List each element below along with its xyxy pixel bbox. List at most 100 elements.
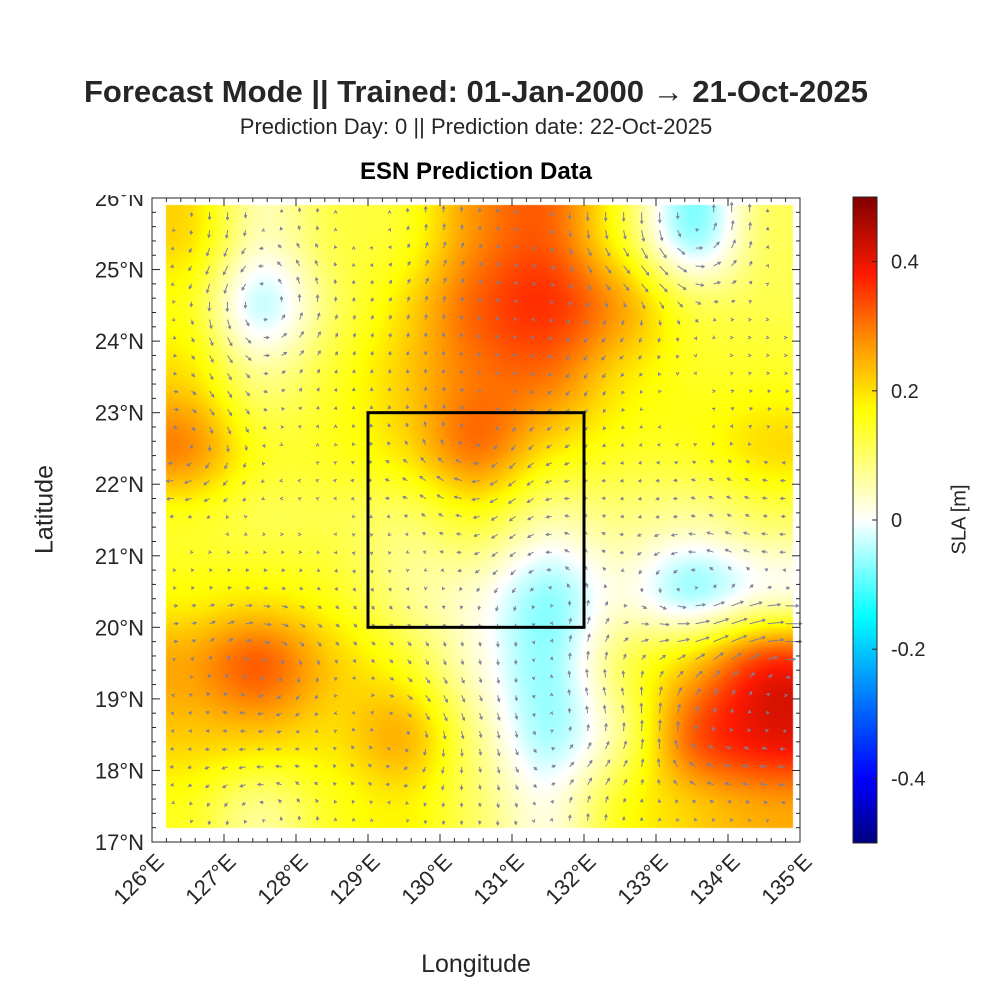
x-tick-label: 126°E — [108, 849, 168, 909]
heatmap-cell — [224, 484, 296, 556]
heatmap-cell — [152, 556, 224, 628]
velocity-arrow — [544, 480, 552, 484]
velocity-arrow — [586, 301, 590, 308]
velocity-arrow — [784, 371, 789, 376]
velocity-arrow — [495, 334, 499, 339]
velocity-arrow — [783, 693, 788, 698]
velocity-arrow — [351, 533, 356, 537]
velocity-arrow — [509, 551, 516, 558]
velocity-arrow — [222, 692, 228, 696]
velocity-arrow — [495, 226, 500, 231]
velocity-arrow — [276, 261, 282, 267]
heatmap-cell — [440, 413, 512, 485]
velocity-arrow — [351, 262, 356, 267]
velocity-arrow — [549, 729, 554, 734]
velocity-arrow — [507, 480, 516, 487]
velocity-arrow — [443, 277, 447, 285]
velocity-arrow — [189, 819, 194, 824]
heatmap-cell — [296, 413, 368, 485]
velocity-arrow — [477, 225, 482, 231]
velocity-arrow — [729, 353, 734, 358]
velocity-arrow — [471, 497, 480, 502]
velocity-arrow — [564, 566, 570, 571]
velocity-arrow — [389, 605, 393, 610]
velocity-arrow — [299, 311, 303, 320]
velocity-arrow — [730, 219, 735, 231]
velocity-arrow — [422, 550, 427, 555]
velocity-arrow — [423, 420, 427, 428]
velocity-arrow — [602, 390, 607, 396]
velocity-arrow — [227, 390, 233, 399]
velocity-arrow — [742, 549, 750, 553]
velocity-arrow — [190, 319, 195, 326]
velocity-arrow — [496, 730, 501, 740]
velocity-arrow — [639, 424, 644, 429]
velocity-arrow — [605, 634, 610, 642]
heatmap-cell — [512, 699, 584, 771]
velocity-arrow — [601, 443, 606, 447]
velocity-arrow — [477, 315, 482, 320]
velocity-arrow — [565, 355, 570, 361]
velocity-arrow — [369, 727, 374, 732]
velocity-arrow — [207, 550, 212, 554]
velocity-arrow — [547, 354, 552, 359]
velocity-arrow — [387, 386, 392, 392]
velocity-arrow — [388, 262, 393, 267]
velocity-arrow — [693, 724, 698, 732]
velocity-arrow — [388, 245, 392, 250]
velocity-arrow — [583, 355, 588, 362]
velocity-arrow — [532, 264, 537, 268]
velocity-arrow — [419, 475, 426, 482]
velocity-arrow — [496, 677, 501, 685]
velocity-arrow — [532, 282, 537, 286]
velocity-arrow — [512, 371, 517, 376]
velocity-arrow — [351, 676, 356, 680]
velocity-arrow — [567, 301, 572, 307]
velocity-arrow — [496, 766, 501, 774]
velocity-arrow — [621, 390, 625, 395]
velocity-arrow — [567, 688, 572, 696]
heatmap-cell — [656, 699, 728, 771]
velocity-arrow — [563, 549, 570, 553]
velocity-arrow — [334, 369, 338, 374]
velocity-arrow — [276, 729, 282, 734]
velocity-arrow — [239, 711, 246, 715]
velocity-arrow — [240, 265, 246, 273]
velocity-arrow — [225, 673, 229, 678]
velocity-arrow — [315, 497, 320, 501]
velocity-arrow — [477, 352, 482, 357]
heatmap-cell — [296, 198, 368, 270]
velocity-arrow — [455, 459, 462, 464]
velocity-arrow — [388, 587, 392, 592]
velocity-arrow — [672, 478, 678, 483]
velocity-arrow — [371, 605, 375, 610]
velocity-arrow — [405, 748, 409, 753]
velocity-arrow — [188, 729, 193, 733]
velocity-arrow — [442, 295, 447, 302]
velocity-arrow — [533, 784, 538, 788]
velocity-arrow — [583, 337, 589, 344]
velocity-arrow — [440, 766, 445, 775]
velocity-arrow — [370, 332, 374, 338]
velocity-arrow — [188, 283, 193, 290]
velocity-arrow — [672, 496, 678, 501]
velocity-arrow — [655, 569, 660, 576]
velocity-arrow — [314, 729, 319, 733]
velocity-arrow — [460, 242, 465, 249]
velocity-arrow — [695, 246, 704, 250]
heatmap-cell — [440, 270, 512, 342]
velocity-arrow — [711, 725, 716, 732]
velocity-arrow — [242, 675, 247, 679]
velocity-arrow — [731, 617, 748, 625]
velocity-arrow — [549, 656, 554, 661]
velocity-arrow — [563, 461, 570, 466]
velocity-arrow — [334, 442, 338, 447]
velocity-arrow — [546, 444, 552, 449]
heatmap-cell — [368, 413, 440, 485]
velocity-arrow — [690, 478, 696, 482]
velocity-arrow — [496, 748, 501, 757]
velocity-arrow — [639, 319, 644, 327]
velocity-arrow — [209, 355, 214, 364]
velocity-arrow — [731, 689, 736, 696]
velocity-arrow — [455, 532, 462, 536]
